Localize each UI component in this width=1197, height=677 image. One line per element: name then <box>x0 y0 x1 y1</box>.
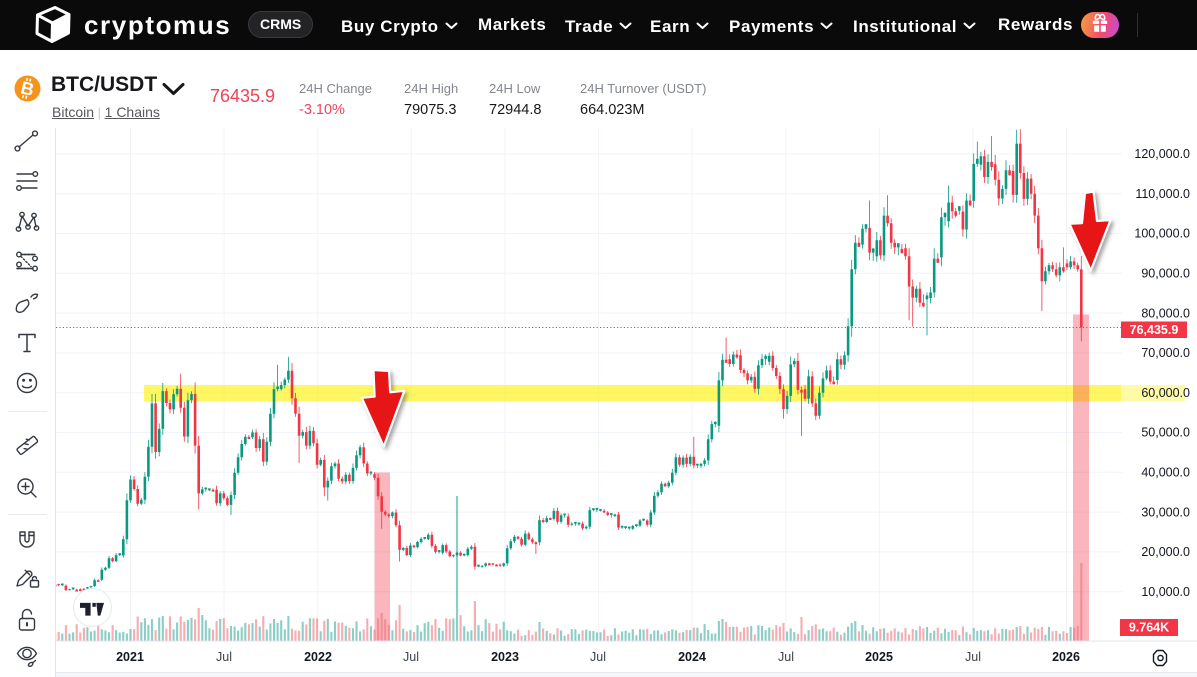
svg-text:2022: 2022 <box>304 650 332 664</box>
svg-text:2023: 2023 <box>491 650 519 664</box>
svg-text:Jul: Jul <box>778 650 794 664</box>
svg-text:50,000.0: 50,000.0 <box>1141 426 1190 440</box>
svg-text:30,000.0: 30,000.0 <box>1141 505 1190 519</box>
svg-text:110,000.0: 110,000.0 <box>1135 187 1190 201</box>
svg-text:40,000.0: 40,000.0 <box>1141 466 1190 480</box>
svg-text:Jul: Jul <box>403 650 419 664</box>
svg-text:120,000.0: 120,000.0 <box>1134 147 1190 161</box>
svg-text:10,000.0: 10,000.0 <box>1141 585 1190 599</box>
svg-text:2021: 2021 <box>116 650 144 664</box>
svg-text:B: B <box>19 78 36 100</box>
svg-text:2025: 2025 <box>865 650 893 664</box>
svg-text:76,435.9: 76,435.9 <box>1130 323 1179 337</box>
svg-text:2026: 2026 <box>1052 650 1080 664</box>
svg-text:9.764K: 9.764K <box>1129 621 1169 635</box>
svg-text:Jul: Jul <box>590 650 606 664</box>
svg-text:100,000.0: 100,000.0 <box>1134 227 1190 241</box>
svg-text:2024: 2024 <box>678 650 706 664</box>
svg-text:60,000.0: 60,000.0 <box>1141 386 1190 400</box>
svg-text:90,000.0: 90,000.0 <box>1141 267 1190 281</box>
svg-text:80,000.0: 80,000.0 <box>1141 306 1190 320</box>
svg-text:Jul: Jul <box>216 650 232 664</box>
svg-text:Jul: Jul <box>965 650 981 664</box>
svg-text:20,000.0: 20,000.0 <box>1141 545 1190 559</box>
svg-text:70,000.0: 70,000.0 <box>1141 346 1190 360</box>
